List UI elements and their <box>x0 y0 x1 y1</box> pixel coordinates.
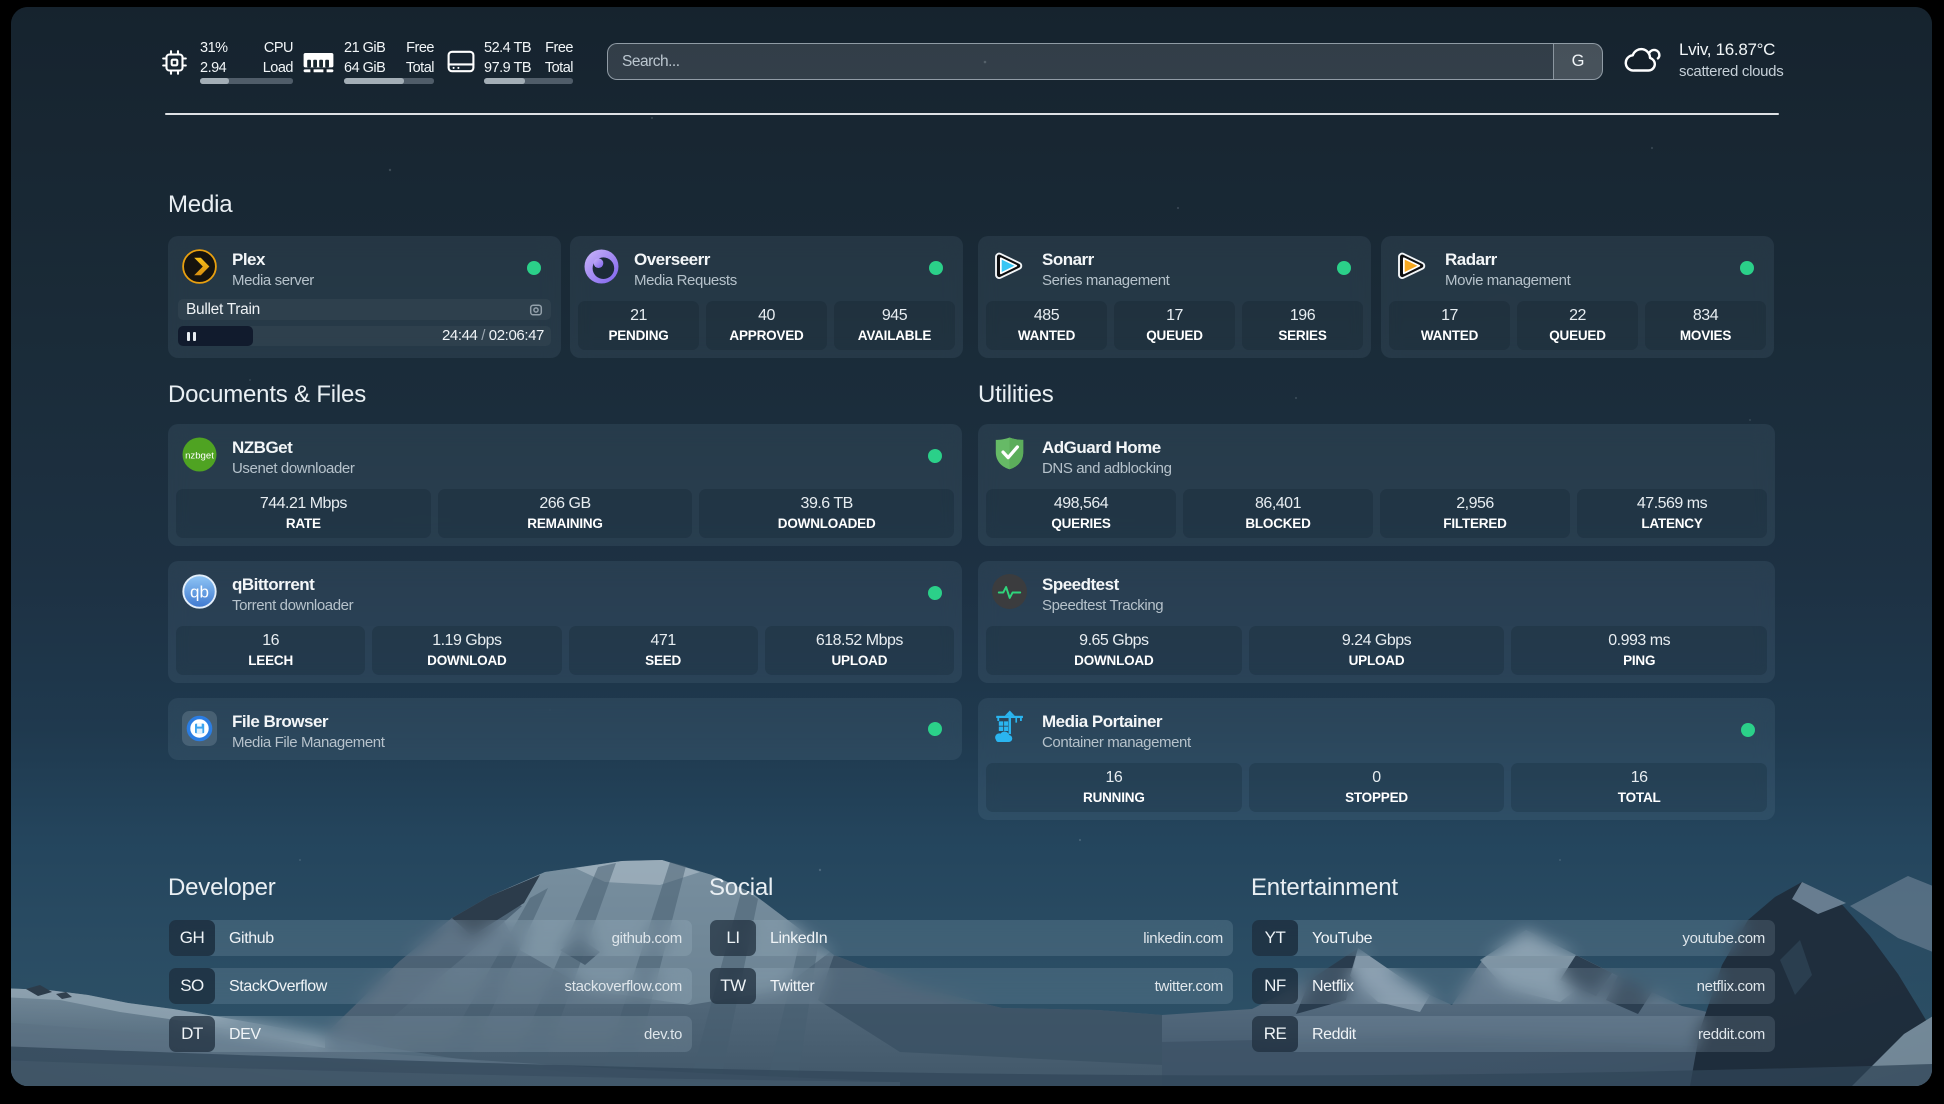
svg-text:nzbget: nzbget <box>185 450 214 461</box>
svg-text:qb: qb <box>190 583 209 602</box>
